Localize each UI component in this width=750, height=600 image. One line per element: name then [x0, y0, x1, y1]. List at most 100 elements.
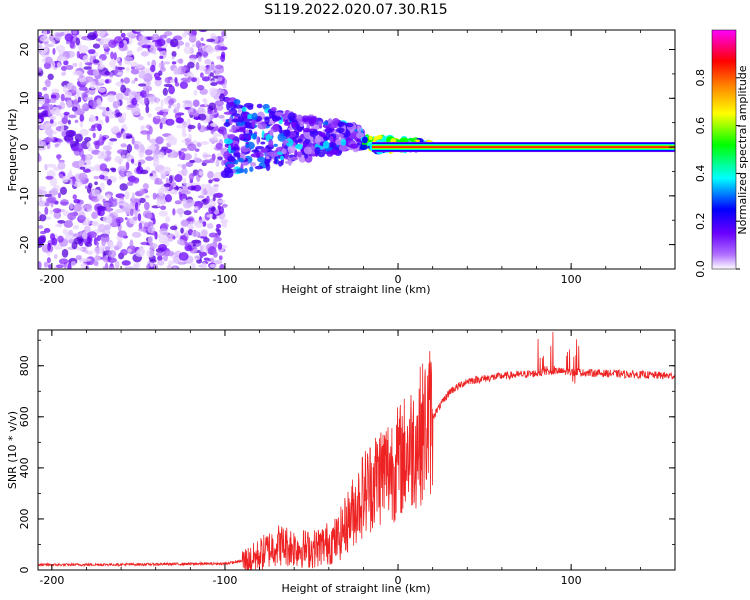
heatmap-cell — [53, 244, 63, 250]
heatmap-cell — [192, 109, 196, 114]
heatmap-cell — [214, 44, 222, 51]
snr-panel: -200 -100 0 100 0 200 400 600 800 Height of str… — [6, 329, 676, 595]
heatmap-cell — [195, 62, 200, 71]
heatmap-cell — [233, 99, 241, 105]
heatmap-cell — [301, 115, 310, 122]
heatmap-cell — [130, 68, 140, 75]
heatmap-cell — [192, 99, 200, 108]
heatmap-cell — [179, 81, 189, 90]
heatmap-cell — [104, 246, 111, 251]
heatmap-cell — [210, 82, 218, 87]
heatmap-cell — [53, 211, 62, 219]
heatmap-cell — [57, 219, 66, 224]
heatmap-cell — [126, 98, 131, 106]
heatmap-cell — [61, 175, 69, 183]
heatmap-cell — [261, 147, 268, 154]
heatmap-cell — [203, 237, 210, 243]
heatmap-cell — [190, 77, 197, 83]
heatmap-cell — [129, 208, 134, 217]
heatmap-cell — [256, 136, 260, 145]
heatmap-cell — [149, 173, 153, 177]
heatmap-cell — [208, 232, 218, 238]
heatmap-cell — [159, 169, 165, 175]
heatmap-cell — [136, 166, 141, 172]
heatmap-cell — [115, 193, 125, 199]
heatmap-cell — [161, 222, 169, 229]
heatmap-cell — [91, 211, 99, 220]
heatmap-cell — [209, 122, 218, 127]
heatmap-cell — [223, 138, 233, 145]
colorbar-tick-label: 0.6 — [694, 117, 707, 135]
heatmap-cell — [57, 138, 63, 143]
heatmap-cell — [78, 172, 88, 181]
heatmap-cell — [126, 181, 134, 186]
heatmap-cell — [93, 123, 100, 128]
heatmap-cell — [212, 195, 216, 202]
heatmap-cell — [232, 125, 240, 130]
heatmap-cell — [165, 177, 170, 184]
heatmap-cell — [38, 225, 44, 229]
heatmap-cell — [198, 170, 204, 176]
spectrogram-y-tick-label: 0 — [18, 144, 31, 151]
heatmap-cell — [79, 247, 84, 252]
heatmap-cell — [126, 152, 132, 161]
heatmap-cell — [114, 65, 119, 74]
heatmap-cell — [256, 103, 263, 109]
heatmap-cell — [114, 260, 120, 269]
heatmap-cell — [107, 141, 114, 146]
heatmap-cell — [55, 223, 63, 227]
heatmap-cell — [177, 163, 183, 167]
heatmap-cell — [69, 202, 74, 210]
heatmap-cell — [125, 161, 130, 171]
heatmap-cell — [200, 37, 204, 42]
heatmap-cell — [84, 136, 92, 142]
heatmap-cell — [320, 132, 326, 138]
spectrogram-x-label: Height of straight line (km) — [281, 283, 430, 296]
snr-y-label: SNR (10 * v/v) — [6, 411, 19, 489]
heatmap-cell — [282, 140, 289, 144]
heatmap-cell — [62, 85, 68, 93]
heatmap-cell — [78, 75, 85, 79]
heatmap-cell — [145, 81, 151, 86]
heatmap-cell — [45, 78, 51, 88]
heatmap-cell — [149, 266, 155, 269]
heatmap-cell — [72, 176, 76, 186]
heatmap-cell — [59, 31, 65, 37]
heatmap-cell — [213, 259, 223, 265]
heatmap-cell — [39, 214, 47, 222]
heatmap-cell — [57, 192, 62, 199]
heatmap-cell — [251, 149, 260, 153]
heatmap-cell — [322, 140, 330, 149]
heatmap-cell — [133, 111, 141, 116]
heatmap-cell — [217, 242, 223, 250]
heatmap-cell — [65, 64, 74, 71]
heatmap-cell — [110, 51, 114, 60]
heatmap-cell — [89, 80, 96, 90]
heatmap-cell — [223, 122, 231, 127]
heatmap-cell — [38, 112, 47, 117]
heatmap-cell — [207, 170, 214, 179]
heatmap-cell — [66, 99, 73, 109]
heatmap-cell — [283, 122, 291, 126]
heatmap-cell — [147, 235, 153, 245]
heatmap-cell — [100, 38, 110, 44]
heatmap-cell — [213, 131, 217, 139]
heatmap-cell — [75, 255, 82, 261]
heatmap-cell — [177, 66, 181, 75]
heatmap-cell — [181, 167, 188, 177]
heatmap-cell — [84, 62, 93, 66]
heatmap-cell — [185, 42, 190, 48]
heatmap-cell — [173, 106, 180, 115]
heatmap-cell — [120, 84, 127, 93]
heatmap-cell — [145, 105, 150, 114]
heatmap-cell — [190, 186, 195, 191]
heatmap-cell — [96, 97, 102, 106]
heatmap-cell — [79, 61, 83, 70]
heatmap-cell — [131, 80, 136, 84]
heatmap-cell — [187, 61, 195, 69]
heatmap-cell — [272, 114, 278, 122]
heatmap-cell — [303, 146, 312, 155]
heatmap-cell — [158, 210, 169, 217]
heatmap-cell — [88, 128, 97, 132]
heatmap-cell — [101, 170, 109, 176]
